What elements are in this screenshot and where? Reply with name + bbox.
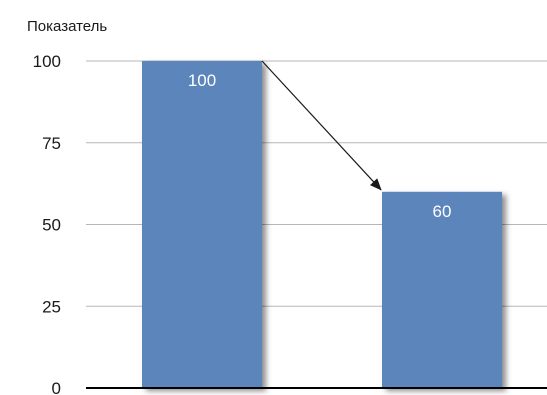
bar-value-label: 100: [188, 71, 216, 90]
y-axis-label: Показатель: [27, 18, 107, 35]
trend-arrow: [261, 60, 382, 191]
bar-value-label: 60: [433, 202, 452, 221]
y-tick-label: 75: [42, 134, 61, 153]
annotations: [261, 60, 382, 191]
bar: [142, 61, 262, 388]
y-tick-label: 100: [33, 52, 61, 71]
bar-value-labels: 100 60: [188, 71, 452, 221]
y-axis-tick-labels: 0 25 50 75 100: [33, 52, 61, 395]
y-tick-label: 50: [42, 216, 61, 235]
bars: [142, 61, 502, 388]
bar: [382, 191, 502, 388]
y-tick-label: 0: [52, 379, 61, 395]
y-tick-label: 25: [42, 297, 61, 316]
